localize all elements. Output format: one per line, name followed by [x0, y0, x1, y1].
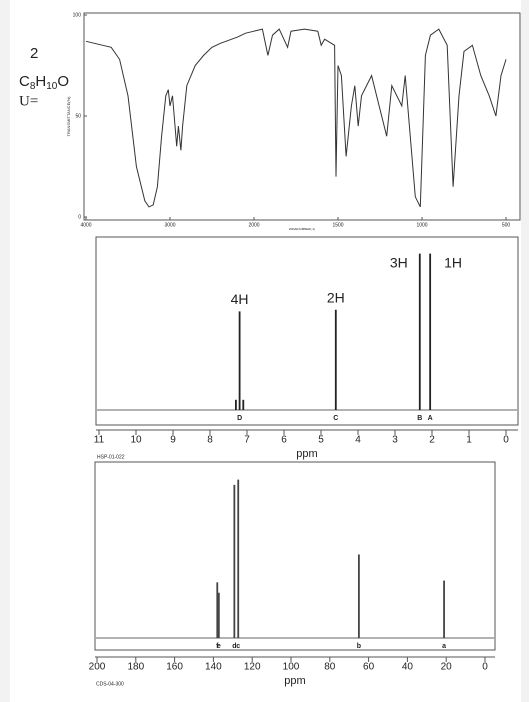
x-tick-label: 140	[205, 662, 222, 673]
integration-label: 3H	[390, 254, 408, 270]
x-tick-label: 1000	[416, 222, 427, 228]
peak-label: D	[237, 415, 242, 422]
x-tick-label: 1	[466, 435, 472, 446]
x-tick-label: 20	[441, 662, 453, 673]
x-tick-label: 3	[392, 435, 398, 446]
spectrum-code: HSP-01-022	[97, 454, 125, 460]
peak-label: d	[232, 643, 236, 650]
y-tick-label: 100	[73, 12, 82, 18]
x-tick-label: 100	[283, 662, 300, 673]
spectrum-code: CDS-04-300	[96, 681, 124, 687]
x-tick-label: 2	[429, 435, 435, 446]
x-tick-label: 180	[127, 662, 144, 673]
peak-label: a	[442, 643, 446, 650]
x-tick-label: 10	[130, 435, 142, 446]
integration-label: 2H	[327, 289, 345, 305]
peak-label: A	[428, 415, 433, 422]
peak-label: b	[357, 643, 361, 650]
x-tick-label: 7	[244, 435, 250, 446]
x-tick-label: 8	[207, 435, 213, 446]
x-tick-label: 9	[170, 435, 176, 446]
formula-element: O	[57, 73, 69, 90]
formula-subscript: 8	[30, 81, 36, 92]
plot-frame	[94, 461, 496, 651]
peak-label: e	[217, 643, 221, 650]
x-tick-label: 1500	[332, 222, 343, 228]
problem-number: 2	[30, 45, 38, 62]
peak-label: c	[236, 643, 240, 650]
x-tick-label: 40	[402, 662, 414, 673]
y-tick-label: 0	[78, 214, 81, 220]
x-tick-label: 160	[166, 662, 183, 673]
x-tick-label: 120	[244, 662, 261, 673]
y-tick-label: 50	[75, 113, 81, 119]
x-tick-label: 6	[281, 435, 287, 446]
integration-label: 1H	[444, 254, 462, 270]
peak-label: C	[333, 415, 338, 422]
x-tick-label: 4000	[80, 222, 91, 228]
x-tick-label: 80	[324, 662, 336, 673]
ir-spectrum	[85, 28, 507, 208]
formula-subscript: 10	[46, 81, 58, 92]
formula-element: C	[19, 73, 30, 90]
plot-frame	[95, 236, 519, 426]
x-tick-label: 3000	[164, 222, 175, 228]
plot-frame	[83, 12, 521, 221]
x-tick-label: 500	[502, 222, 511, 228]
x-tick-label: 11	[94, 435, 105, 446]
x-axis-label: ppm	[284, 675, 305, 687]
unsaturation-label: U=	[19, 93, 38, 109]
x-tick-label: 60	[363, 662, 375, 673]
x-axis-label: ppm	[296, 448, 317, 460]
x-tick-label: 0	[503, 435, 509, 446]
formula: C8H10O	[19, 73, 69, 92]
x-tick-label: 2000	[248, 222, 259, 228]
peak-label: B	[417, 415, 422, 422]
integration-label: 4H	[231, 291, 249, 307]
x-tick-label: 4	[355, 435, 361, 446]
peak-label: f	[216, 643, 219, 650]
y-axis-label: TRANSMITTANCE(%)	[66, 96, 71, 137]
x-tick-label: 200	[89, 662, 106, 673]
x-tick-label: 0	[482, 662, 488, 673]
formula-element: H	[35, 73, 46, 90]
x-axis-label: WAVENUMBER(-1)	[289, 227, 315, 231]
x-tick-label: 5	[318, 435, 324, 446]
